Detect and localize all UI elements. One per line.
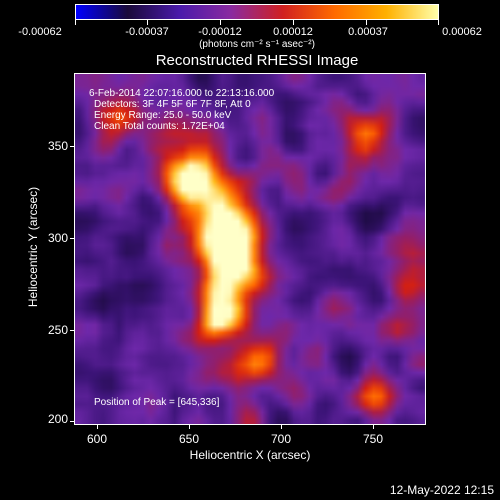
peak-position-label: Position of Peak = [645,336] [94,397,220,408]
x-tick-label: 650 [178,432,200,446]
image-title: Reconstructed RHESSI Image [155,52,359,69]
timestamp: 12-May-2022 12:15 [389,483,494,497]
colorbar-tick [366,20,367,25]
y-tick-label: 250 [47,323,68,337]
colorbar-tick-label: -0.00012 [198,26,242,38]
rhessi-image [75,74,425,424]
x-tick-label: 600 [86,432,108,446]
x-tick [281,425,282,429]
colorbar-tick [147,20,148,25]
colorbar-tick-label: 0.00062 [442,26,482,38]
y-tick [70,421,74,422]
colorbar-tick [293,20,294,25]
colorbar [75,4,439,20]
colorbar-tick [75,20,76,25]
y-tick-label: 300 [47,231,68,245]
y-tick [70,146,74,147]
image-plot: 6-Feb-2014 22:07:16.000 to 22:13:16.000 … [74,73,426,425]
y-axis-label: Heliocentric Y (arcsec) [26,186,40,308]
y-tick-label: 200 [47,412,68,426]
colorbar-tick [220,20,221,25]
y-tick [70,238,74,239]
x-tick [189,425,190,429]
time-range-label: 6-Feb-2014 22:07:16.000 to 22:13:16.000 [89,88,275,99]
detectors-label: Detectors: 3F 4F 5F 6F 7F 8F, Att 0 [94,99,251,110]
x-tick-label: 750 [362,432,384,446]
y-tick-label: 350 [47,139,68,153]
y-tick [70,330,74,331]
x-tick [373,425,374,429]
clean-counts-label: Clean Total counts: 1.72E+04 [94,121,225,132]
colorbar-tick-label: -0.00062 [18,26,62,38]
colorbar-tick-label: -0.00037 [125,26,169,38]
x-tick-label: 700 [270,432,292,446]
colorbar-units: (photons cm⁻² s⁻¹ asec⁻²) [199,39,315,50]
colorbar-tick-label: 0.00012 [273,26,313,38]
x-axis-label: Heliocentric X (arcsec) [189,448,311,462]
colorbar-tick-label: 0.00037 [348,26,388,38]
colorbar-tick [438,20,439,25]
x-tick [97,425,98,429]
energy-range-label: Energy Range: 25.0 - 50.0 keV [94,110,232,121]
